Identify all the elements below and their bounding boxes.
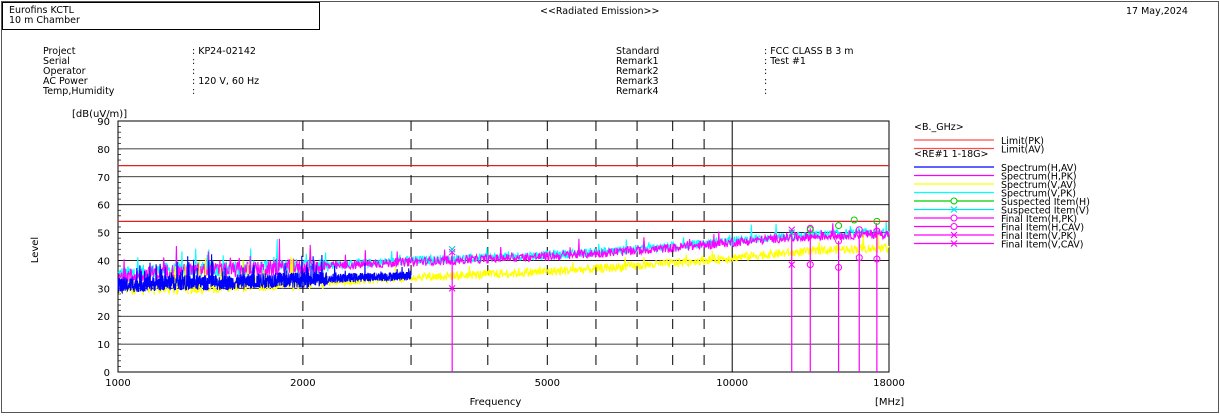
info-value: : — [192, 66, 196, 77]
legend-label: Suspected Item(H) — [1001, 197, 1090, 208]
info-label: AC Power — [43, 76, 88, 87]
suspected-item-marker — [788, 229, 796, 236]
y-unit-label: [dB(uV/m)] — [72, 109, 127, 120]
y-tick-label: 30 — [97, 284, 110, 295]
legend-label: Spectrum(H,PK) — [1001, 172, 1077, 183]
y-tick-label: 40 — [97, 256, 110, 267]
info-value: : FCC CLASS B 3 m — [764, 46, 854, 57]
final-item-marker — [835, 263, 843, 271]
legend-group-label: <B._GHz> — [914, 122, 964, 133]
legend-marker — [950, 214, 958, 222]
suspected-item-marker — [806, 226, 814, 234]
info-label: Operator — [43, 66, 86, 77]
legend-label: Suspected Item(V) — [1001, 206, 1089, 217]
legend-label: Spectrum(H,AV) — [1001, 163, 1077, 174]
x-tick-label: 10000 — [716, 378, 748, 389]
info-label: Standard — [616, 46, 660, 57]
info-label: Remark1 — [616, 56, 659, 67]
spectrum-line — [117, 223, 890, 287]
y-tick-label: 0 — [104, 368, 110, 379]
info-label: Temp,Humidity — [43, 86, 115, 97]
legend-label: Final Item(V,CAV) — [1001, 240, 1084, 251]
info-label: Serial — [43, 56, 70, 67]
y-tick-label: 90 — [97, 117, 110, 128]
plot-area — [117, 120, 890, 373]
suspected-item-marker — [873, 217, 881, 225]
final-item-marker — [873, 227, 881, 235]
info-label: Remark2 — [616, 66, 659, 77]
final-item-marker — [788, 261, 796, 269]
x-tick-label: 18000 — [873, 378, 905, 389]
spectrum-line — [117, 254, 412, 295]
report-date: 17 May,2024 — [1126, 6, 1188, 17]
final-item-marker — [855, 254, 863, 262]
x-tick-label: 2000 — [290, 378, 315, 389]
x-unit-label: [MHz] — [875, 397, 904, 408]
y-tick-label: 50 — [97, 229, 110, 240]
info-value: : — [764, 66, 768, 77]
report-title: <<Radiated Emission>> — [540, 6, 660, 17]
final-item-marker — [835, 237, 843, 245]
legend-label: Final Item(H,PK) — [1001, 214, 1077, 225]
legend-label: Final Item(H,CAV) — [1001, 223, 1084, 234]
final-item-marker — [448, 284, 456, 292]
legend-marker — [950, 223, 958, 230]
suspected-item-marker — [835, 222, 843, 230]
x-tick-label: 1000 — [105, 378, 130, 389]
legend-marker — [950, 231, 958, 239]
legend-label: Final Item(V,PK) — [1001, 231, 1076, 242]
y-tick-label: 20 — [97, 312, 110, 323]
legend-label: Limit(PK) — [1001, 136, 1044, 147]
legend-label: Limit(AV) — [1001, 145, 1044, 156]
y-tick-label: 60 — [97, 201, 110, 212]
y-tick-label: 10 — [97, 340, 110, 351]
chamber-name: 10 m Chamber — [9, 15, 80, 26]
info-value: : Test #1 — [764, 56, 806, 67]
final-item-marker — [788, 226, 796, 234]
legend-marker — [950, 240, 958, 247]
info-value: : KP24-02142 — [192, 46, 256, 57]
final-item-marker — [448, 248, 456, 256]
info-label: Remark4 — [616, 86, 659, 97]
info-label: Remark3 — [616, 76, 659, 87]
final-item-marker — [855, 226, 863, 234]
info-value: : — [192, 56, 196, 67]
y-tick-label: 70 — [97, 173, 110, 184]
info-value: : — [764, 86, 768, 97]
suspected-item-marker — [448, 245, 456, 253]
legend-marker — [950, 197, 958, 205]
legend-label: Spectrum(V,PK) — [1001, 189, 1076, 200]
final-item-marker — [806, 261, 814, 269]
legend-marker — [950, 206, 958, 213]
info-value: : — [764, 76, 768, 87]
y-tick-label: 80 — [97, 145, 110, 156]
info-value: : — [192, 86, 196, 97]
suspected-item-marker — [850, 216, 858, 224]
info-label: Project — [43, 46, 76, 57]
final-item-marker — [873, 255, 881, 263]
legend-group-label: <RE#1 1-18G> — [914, 149, 988, 160]
company-name: Eurofins KCTL — [9, 5, 74, 16]
x-tick-label: 5000 — [535, 378, 560, 389]
info-value: : 120 V, 60 Hz — [192, 76, 260, 87]
legend-label: Spectrum(V,AV) — [1001, 180, 1076, 191]
y-axis-label: Level — [30, 237, 41, 263]
x-axis-label: Frequency — [470, 397, 522, 408]
company-box: Eurofins KCTL 10 m Chamber — [2, 2, 320, 30]
